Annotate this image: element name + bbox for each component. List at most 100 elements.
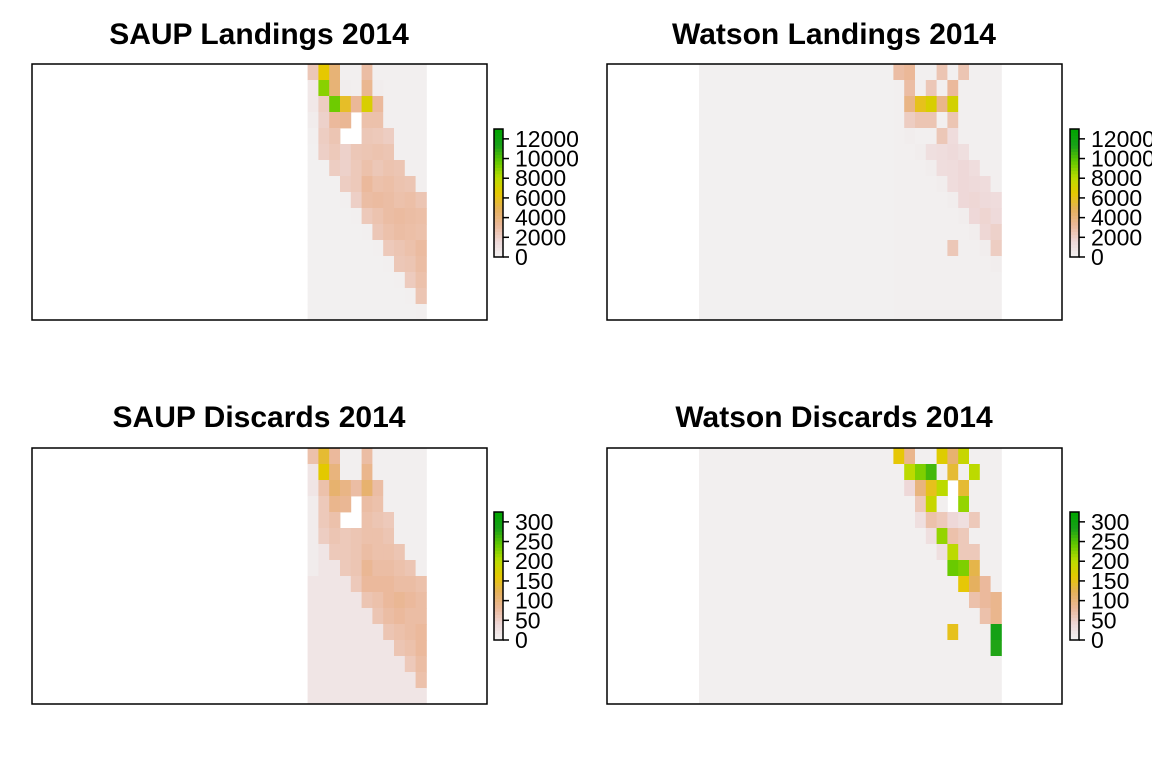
- heatmap-cell: [699, 640, 711, 657]
- heatmap-cell: [742, 464, 754, 481]
- heatmap-cell: [893, 192, 905, 209]
- legend-color-segment: [1070, 199, 1079, 204]
- heatmap-cell: [774, 160, 786, 177]
- heatmap-cell: [850, 448, 862, 465]
- heatmap-cell: [882, 512, 894, 529]
- heatmap-cell: [861, 176, 873, 193]
- heatmap-cell: [340, 656, 352, 673]
- heatmap-cell: [893, 640, 905, 657]
- heatmap-cell: [817, 80, 829, 97]
- heatmap-cell: [394, 608, 406, 625]
- heatmap-cell: [753, 672, 765, 689]
- legend-color-segment: [1070, 231, 1079, 236]
- heatmap-cell: [720, 304, 732, 321]
- heatmap-cell: [936, 208, 948, 225]
- heatmap-cell: [796, 448, 808, 465]
- legend-color-segment: [494, 183, 503, 188]
- heatmap-cell: [763, 288, 775, 305]
- legend-color-segment: [494, 164, 503, 168]
- heatmap-cell: [785, 288, 797, 305]
- heatmap-cell: [350, 608, 362, 625]
- heatmap-cell: [828, 208, 840, 225]
- heatmap-cell: [753, 256, 765, 273]
- heatmap-cell: [361, 592, 373, 609]
- heatmap-cell: [796, 240, 808, 257]
- heatmap-cell: [763, 128, 775, 145]
- legend-color-segment: [494, 196, 503, 200]
- heatmap-cell: [785, 64, 797, 81]
- heatmap-cell: [915, 688, 927, 705]
- heatmap-cell: [763, 496, 775, 513]
- heatmap-cell: [969, 288, 981, 305]
- heatmap-cell: [709, 224, 721, 241]
- heatmap-cell: [383, 80, 395, 97]
- heatmap-cell: [785, 96, 797, 113]
- legend-color-segment: [494, 550, 503, 555]
- heatmap-cell: [404, 512, 416, 529]
- heatmap-cell: [958, 192, 970, 209]
- heatmap-cell: [850, 608, 862, 625]
- heatmap-cell: [720, 496, 732, 513]
- heatmap-cell: [361, 144, 373, 161]
- heatmap-cell: [936, 496, 948, 513]
- heatmap-cell: [350, 544, 362, 561]
- legend-tick-label: 2000: [515, 224, 566, 250]
- heatmap-cell: [361, 576, 373, 593]
- heatmap-cell: [796, 576, 808, 593]
- heatmap-cell: [785, 240, 797, 257]
- heatmap-cell: [850, 176, 862, 193]
- heatmap-cell: [796, 272, 808, 289]
- heatmap-cell: [307, 256, 319, 273]
- heatmap-cell: [882, 528, 894, 545]
- heatmap-cell: [340, 256, 352, 273]
- panel-title: Watson Landings 2014: [672, 18, 996, 51]
- heatmap-cell: [990, 672, 1002, 689]
- heatmap-cell: [774, 96, 786, 113]
- heatmap-cell: [904, 288, 916, 305]
- heatmap-cell: [861, 656, 873, 673]
- heatmap-cell: [796, 208, 808, 225]
- legend-color-segment: [1070, 167, 1079, 172]
- heatmap-cell: [699, 96, 711, 113]
- heatmap-cell: [774, 448, 786, 465]
- legend-color-segment: [1070, 209, 1079, 213]
- heatmap-cell: [936, 144, 948, 161]
- heatmap-cell: [307, 144, 319, 161]
- heatmap-cell: [318, 624, 330, 641]
- heatmap-cell: [979, 288, 991, 305]
- heatmap-cell: [361, 96, 373, 113]
- legend-tick-label: 10000: [1091, 146, 1152, 172]
- heatmap-cell: [947, 640, 959, 657]
- heatmap-cell: [383, 144, 395, 161]
- heatmap-cell: [807, 656, 819, 673]
- heatmap-cell: [936, 160, 948, 177]
- legend-color-segment: [494, 576, 503, 580]
- heatmap-cell: [828, 576, 840, 593]
- heatmap-cell: [979, 624, 991, 641]
- heatmap-cell: [731, 560, 743, 577]
- heatmap-cell: [709, 544, 721, 561]
- heatmap-cell: [915, 464, 927, 481]
- heatmap-cell: [807, 544, 819, 561]
- heatmap-cell: [731, 512, 743, 529]
- heatmap-cell: [839, 128, 851, 145]
- heatmap-cell: [871, 272, 883, 289]
- heatmap-cell: [699, 144, 711, 161]
- heatmap-cell: [329, 80, 341, 97]
- legend-color-segment: [1070, 620, 1079, 625]
- heatmap-cell: [850, 528, 862, 545]
- legend-tick-label: 8000: [1091, 165, 1142, 191]
- heatmap-cell: [817, 576, 829, 593]
- legend-color-segment: [1070, 218, 1079, 223]
- legend-color-segment: [494, 247, 503, 252]
- heatmap-cell: [699, 128, 711, 145]
- heatmap-cell: [958, 304, 970, 321]
- heatmap-cell: [753, 176, 765, 193]
- heatmap-cell: [383, 64, 395, 81]
- heatmap-cell: [828, 640, 840, 657]
- heatmap-cell: [307, 224, 319, 241]
- legend-color-segment: [1070, 579, 1079, 583]
- heatmap-cell: [394, 448, 406, 465]
- heatmap-cell: [990, 256, 1002, 273]
- heatmap-cell: [709, 176, 721, 193]
